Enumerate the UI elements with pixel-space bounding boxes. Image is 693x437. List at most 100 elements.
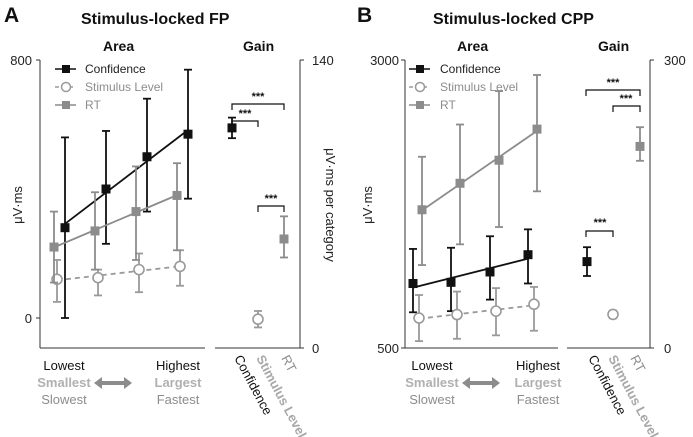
panel-a-right-tick-bottom: 0 xyxy=(312,341,319,356)
panel-a-area-series-0-point-3 xyxy=(183,129,193,139)
panel-b-area-series-2-fit-line xyxy=(421,130,538,212)
panel-a-letter: A xyxy=(4,4,19,27)
panel-a-gain-plot: *** *** *** xyxy=(227,91,289,329)
panel-a-area-plot xyxy=(49,68,193,319)
panel-a-bracket-stim-rt xyxy=(257,205,285,212)
panel-a-double-arrow-icon xyxy=(94,377,132,389)
panel-a-area-series-0-point-1 xyxy=(101,184,111,194)
panel-b-left-tick-bottom: 500 xyxy=(377,341,399,356)
panel-a-stars-stim-rt: *** xyxy=(265,193,279,205)
panel-b-legend-stimulus: Stimulus Level xyxy=(440,80,518,94)
panel-b-double-arrow-icon xyxy=(462,377,500,389)
panel-b-right-tick-top: 300 xyxy=(664,53,686,68)
panel-a-bracket-conf-rt xyxy=(231,103,285,110)
panel-a-title: Stimulus-locked FP xyxy=(81,11,230,28)
panel-a-legend-rt: RT xyxy=(85,98,101,112)
panel-a-gain-label: Gain xyxy=(243,38,274,54)
panel-b-gain-cat-1-point xyxy=(607,308,619,321)
panel-a-right-ylabel: μV·ms per category xyxy=(323,148,338,262)
panel-a-largest: Largest xyxy=(155,375,203,390)
panel-b: B Stimulus-locked CPP Area Gain 3000 500… xyxy=(357,4,686,437)
panel-b-area-series-1-point-3 xyxy=(528,298,540,311)
panel-a-area-series-1-point-1 xyxy=(92,271,104,284)
panel-a-legend-confidence-marker xyxy=(62,65,70,73)
panel-b-smallest: Smallest xyxy=(405,375,459,390)
panel-b-area-series-2-point-1 xyxy=(455,178,465,188)
panel-b-area-series-0-point-3 xyxy=(523,250,533,260)
panel-b-letter: B xyxy=(357,4,372,27)
panel-a-stars-conf-rt: *** xyxy=(252,91,266,103)
panel-b-stars-conf-stim: *** xyxy=(594,217,608,229)
panel-a-left-tick-bottom: 0 xyxy=(25,311,32,326)
panel-b-slowest: Slowest xyxy=(409,392,455,407)
panel-b-lowest: Lowest xyxy=(411,358,453,373)
panel-a-area-label: Area xyxy=(103,38,134,54)
panel-a-legend-rt-marker xyxy=(62,101,70,109)
panel-b-area-series-0-fit-line xyxy=(412,257,529,289)
panel-a-highest: Highest xyxy=(156,358,200,373)
panel-b-area-series-0-point-2 xyxy=(485,267,495,277)
panel-b-area-series-1-point-1 xyxy=(451,308,463,321)
panel-a-legend-stimulus-marker xyxy=(60,81,72,93)
panel-b-area-series-2-point-2 xyxy=(494,155,504,165)
panel-b-area-series-1-point-2 xyxy=(490,305,502,317)
panel-a: A Stimulus-locked FP Area Gain 800 0 μV·… xyxy=(4,4,338,437)
panel-b-right-tick-bottom: 0 xyxy=(664,341,671,356)
panel-a-slowest: Slowest xyxy=(41,392,87,407)
panel-b-fastest: Fastest xyxy=(517,392,560,407)
panel-b-cat-rt: RT xyxy=(627,352,648,374)
panel-a-area-series-2-point-0 xyxy=(49,242,59,252)
panel-b-bracket-stim-rt xyxy=(612,105,641,112)
panel-b-legend-rt: RT xyxy=(440,98,456,112)
panel-b-stars-conf-rt: *** xyxy=(607,77,621,89)
panel-b-gain-label: Gain xyxy=(598,38,629,54)
panel-a-fastest: Fastest xyxy=(157,392,200,407)
panel-a-legend-confidence: Confidence xyxy=(85,62,146,76)
panel-b-left-tick-top: 3000 xyxy=(370,53,399,68)
panel-a-area-series-1-point-2 xyxy=(133,263,145,276)
panel-b-legend: Confidence Stimulus Level RT xyxy=(409,62,518,112)
panel-b-area-series-0-point-0 xyxy=(408,278,418,288)
panel-a-area-series-1-point-3 xyxy=(174,260,186,273)
panel-b-area-series-2-point-3 xyxy=(532,124,542,134)
panel-a-right-tick-top: 140 xyxy=(312,53,334,68)
panel-b-largest: Largest xyxy=(515,375,563,390)
panel-a-area-series-2-point-1 xyxy=(90,226,100,236)
panel-b-area-series-0-point-1 xyxy=(446,277,456,287)
panel-b-legend-rt-marker xyxy=(416,101,424,109)
panel-b-legend-confidence-marker xyxy=(416,65,424,73)
panel-a-area-series-0-point-0 xyxy=(60,223,70,233)
panel-b-gain-plot: *** *** *** xyxy=(582,77,645,321)
panel-a-stars-conf-stim: *** xyxy=(239,108,253,120)
panel-a-gain-cat-2-point xyxy=(279,234,289,244)
panel-a-left-tick-top: 800 xyxy=(10,53,32,68)
panel-b-area-series-2-point-0 xyxy=(417,205,427,215)
panel-b-legend-confidence: Confidence xyxy=(440,62,501,76)
panel-a-cat-rt: RT xyxy=(278,352,299,374)
panel-a-lowest: Lowest xyxy=(43,358,85,373)
panel-b-stars-stim-rt: *** xyxy=(620,93,634,105)
panel-a-left-ylabel: μV·ms xyxy=(10,186,25,224)
panel-b-area-series-1-fit-line xyxy=(418,304,535,320)
panel-b-area-plot xyxy=(408,74,542,342)
panel-a-area-series-1-fit-line xyxy=(56,265,181,282)
panel-a-gain-cat-1-point xyxy=(252,313,264,326)
panel-a-area-series-2-point-2 xyxy=(131,207,141,217)
panel-b-gain-cat-0-point xyxy=(582,257,592,267)
panel-b-bracket-conf-stim xyxy=(585,230,614,237)
panel-b-legend-stimulus-marker xyxy=(414,81,426,93)
panel-a-area-series-0-fit-line xyxy=(64,129,189,225)
panel-b-area-label: Area xyxy=(457,38,488,54)
panel-a-legend: Confidence Stimulus Level RT xyxy=(55,62,163,112)
panel-a-area-series-2-point-3 xyxy=(172,190,182,200)
panel-a-legend-stimulus: Stimulus Level xyxy=(85,80,163,94)
panel-b-title: Stimulus-locked CPP xyxy=(433,11,594,28)
panel-a-area-series-0-point-2 xyxy=(142,152,152,162)
panel-b-left-ylabel: μV·ms xyxy=(360,186,375,224)
panel-b-area-series-1-point-0 xyxy=(413,312,425,324)
panel-b-bracket-conf-rt xyxy=(585,89,641,96)
panel-b-gain-cat-2-point xyxy=(635,141,645,151)
panel-a-smallest: Smallest xyxy=(37,375,91,390)
panel-a-area-series-2-fit-line xyxy=(53,194,178,249)
